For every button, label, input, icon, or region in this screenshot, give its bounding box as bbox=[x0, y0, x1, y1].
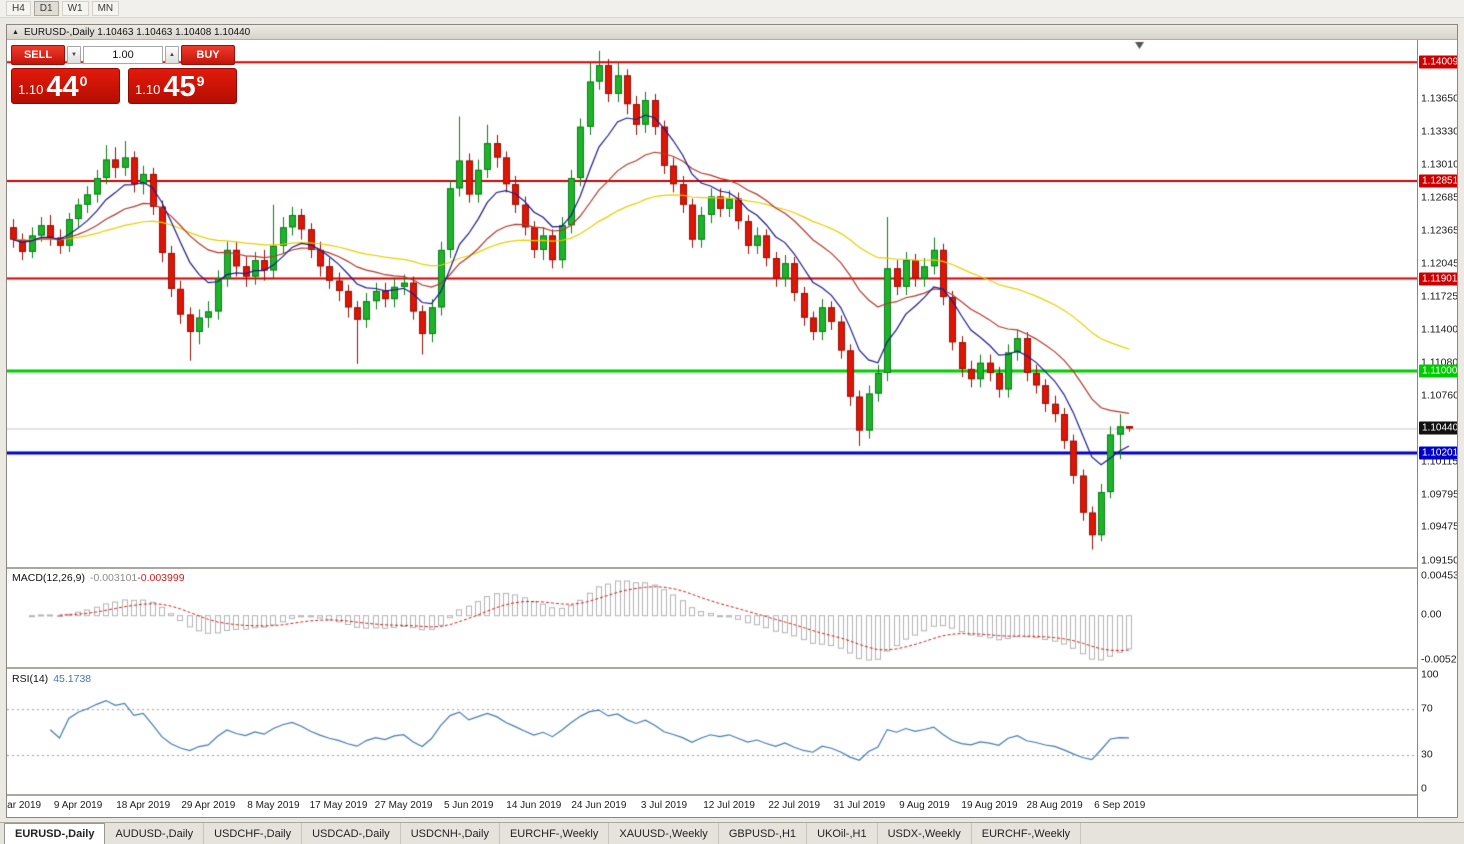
price-tick-label: 1.13010 bbox=[1421, 158, 1457, 171]
macd-signal-value: -0.003999 bbox=[137, 572, 185, 584]
hline-price-label: 1.12851 bbox=[1419, 174, 1457, 188]
macd-axis-label: -0.005205 bbox=[1421, 653, 1457, 666]
chart-tab-ukoil[interactable]: UKOil-,H1 bbox=[807, 823, 878, 844]
plot-area: 31 Mar 2019 9 Apr 2019 18 Apr 2019 29 Apr 2… bbox=[7, 40, 1457, 817]
chart-tab-eurchf[interactable]: EURCHF-,Weekly bbox=[500, 823, 610, 844]
panel-splitter bbox=[7, 794, 1457, 796]
price-tick-label: 1.09475 bbox=[1421, 520, 1457, 533]
macd-value: -0.003101 bbox=[89, 572, 138, 584]
volume-input[interactable] bbox=[83, 46, 163, 64]
date-label: 19 Aug 2019 bbox=[961, 800, 1018, 811]
rsi-axis-label: 0 bbox=[1421, 782, 1427, 795]
price-tick-label: 1.12685 bbox=[1421, 191, 1457, 204]
chart-title: EURUSD-,Daily 1.10463 1.10463 1.10408 1.… bbox=[23, 26, 251, 38]
date-label: 5 Jun 2019 bbox=[443, 800, 494, 811]
rsi-value: 45.1738 bbox=[53, 673, 92, 685]
price-tick-label: 1.12045 bbox=[1421, 257, 1457, 270]
timeframe-button-h4[interactable]: H4 bbox=[6, 1, 31, 16]
date-label: 29 Apr 2019 bbox=[181, 800, 236, 811]
volume-increase-button[interactable]: ▲ bbox=[165, 46, 179, 64]
date-label: 6 Sep 2019 bbox=[1094, 800, 1146, 811]
bid-big-digits: 44 bbox=[46, 71, 79, 104]
date-label: 18 Apr 2019 bbox=[116, 800, 171, 811]
date-label: 22 Jul 2019 bbox=[768, 800, 821, 811]
rsi-axis-label: 100 bbox=[1421, 668, 1439, 681]
chart-tab-xauusd[interactable]: XAUUSD-,Weekly bbox=[609, 823, 719, 844]
date-label: 31 Jul 2019 bbox=[833, 800, 886, 811]
current-price-label: 1.10440 bbox=[1419, 421, 1457, 435]
panel-splitter[interactable] bbox=[7, 667, 1457, 669]
chart-tab-usdcnh[interactable]: USDCNH-,Daily bbox=[401, 823, 500, 844]
date-label: 12 Jul 2019 bbox=[703, 800, 755, 811]
hline-price-label: 1.14009 bbox=[1419, 55, 1457, 69]
hline-price-label: 1.10201 bbox=[1419, 446, 1457, 460]
ask-big-digits: 45 bbox=[163, 71, 196, 104]
panel-splitter[interactable] bbox=[7, 567, 1457, 569]
price-tick-label: 1.11725 bbox=[1421, 290, 1457, 303]
hline-price-label: 1.11901 bbox=[1419, 272, 1457, 285]
ask-price-display[interactable]: 1.10 45 9 bbox=[128, 68, 237, 104]
rsi-axis-label: 70 bbox=[1421, 702, 1433, 715]
price-tick-label: 1.12365 bbox=[1421, 224, 1457, 237]
one-click-trade-panel: SELL ▼ ▲ BUY 1.10 44 0 1.10 45 9 bbox=[11, 45, 237, 104]
macd-axis-label: 0.004536 bbox=[1421, 569, 1457, 582]
date-label: 9 Apr 2019 bbox=[53, 800, 103, 811]
collapse-panel-icon[interactable]: ▲ bbox=[12, 28, 19, 36]
buy-button[interactable]: BUY bbox=[181, 45, 235, 65]
timeframe-toolbar: H4 D1 W1 MN bbox=[0, 0, 1464, 18]
macd-name: MACD(12,26,9) bbox=[12, 572, 85, 584]
ask-prefix: 1.10 bbox=[135, 82, 161, 97]
hline-price-label: 1.11000 bbox=[1419, 364, 1457, 378]
date-label: 17 May 2019 bbox=[309, 800, 368, 811]
timeframe-button-mn[interactable]: MN bbox=[91, 1, 120, 16]
chart-tab-usdx[interactable]: USDX-,Weekly bbox=[878, 823, 972, 844]
chart-tab-usdchf[interactable]: USDCHF-,Daily bbox=[204, 823, 303, 844]
bid-prefix: 1.10 bbox=[18, 82, 44, 97]
date-label: 27 May 2019 bbox=[374, 800, 433, 811]
date-label: 24 Jun 2019 bbox=[571, 800, 627, 811]
date-label: 28 Aug 2019 bbox=[1026, 800, 1083, 811]
date-label: 8 May 2019 bbox=[247, 800, 300, 811]
price-tick-label: 1.09795 bbox=[1421, 488, 1457, 501]
rsi-panel-canvas[interactable] bbox=[7, 669, 1417, 794]
rsi-axis-label: 30 bbox=[1421, 748, 1433, 761]
chart-tab-usdcad[interactable]: USDCAD-,Daily bbox=[302, 823, 401, 844]
macd-indicator-label: MACD(12,26,9) -0.003101-0.003999 bbox=[12, 572, 185, 584]
time-axis[interactable]: 31 Mar 2019 9 Apr 2019 18 Apr 2019 29 Apr 2… bbox=[7, 796, 1417, 817]
main-chart-canvas[interactable] bbox=[7, 40, 1417, 567]
sell-button[interactable]: SELL bbox=[11, 45, 65, 65]
chart-tab-eurchf[interactable]: EURCHF-,Weekly bbox=[972, 823, 1082, 844]
date-label: 31 Mar 2019 bbox=[7, 800, 42, 811]
rsi-name: RSI(14) bbox=[12, 673, 49, 685]
date-label: 9 Aug 2019 bbox=[899, 800, 950, 811]
price-tick-label: 1.13330 bbox=[1421, 125, 1457, 138]
chart-tab-audusd[interactable]: AUDUSD-,Daily bbox=[105, 823, 205, 844]
price-tick-label: 1.13650 bbox=[1421, 92, 1457, 105]
macd-axis-label: 0.00 bbox=[1421, 608, 1442, 621]
price-tick-label: 1.11400 bbox=[1421, 323, 1457, 336]
macd-panel-canvas[interactable] bbox=[7, 569, 1417, 667]
ask-pipette: 9 bbox=[196, 73, 205, 89]
chart-tab-bar: EURUSD-,Daily AUDUSD-,Daily USDCHF-,Daily U… bbox=[0, 822, 1464, 844]
volume-decrease-button[interactable]: ▼ bbox=[67, 46, 81, 64]
chart-window: ▲ EURUSD-,Daily 1.10463 1.10463 1.10408 … bbox=[6, 24, 1458, 818]
bid-pipette: 0 bbox=[79, 73, 88, 89]
date-label: 14 Jun 2019 bbox=[506, 800, 562, 811]
chart-tab-gbpusd[interactable]: GBPUSD-,H1 bbox=[719, 823, 808, 844]
price-axis[interactable]: 1.142951.136501.133301.130101.126851.123… bbox=[1417, 40, 1457, 817]
timeframe-button-d1[interactable]: D1 bbox=[33, 1, 59, 16]
date-label: 3 Jul 2019 bbox=[640, 800, 688, 811]
chart-title-bar[interactable]: ▲ EURUSD-,Daily 1.10463 1.10463 1.10408 … bbox=[7, 25, 1457, 40]
chart-tab-eurusd[interactable]: EURUSD-,Daily bbox=[4, 823, 106, 844]
price-tick-label: 1.10760 bbox=[1421, 389, 1457, 402]
price-tick-label: 1.09150 bbox=[1421, 554, 1457, 567]
bid-price-display[interactable]: 1.10 44 0 bbox=[11, 68, 120, 104]
rsi-indicator-label: RSI(14) 45.1738 bbox=[12, 673, 91, 685]
timeframe-button-w1[interactable]: W1 bbox=[61, 1, 89, 16]
